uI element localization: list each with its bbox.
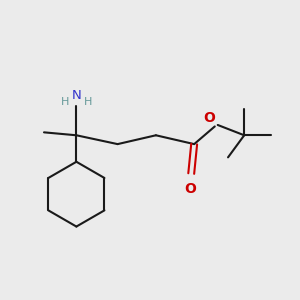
Text: H: H [83, 97, 92, 107]
Text: O: O [203, 111, 215, 125]
Text: N: N [71, 89, 81, 102]
Text: O: O [184, 182, 196, 196]
Text: H: H [61, 97, 69, 107]
